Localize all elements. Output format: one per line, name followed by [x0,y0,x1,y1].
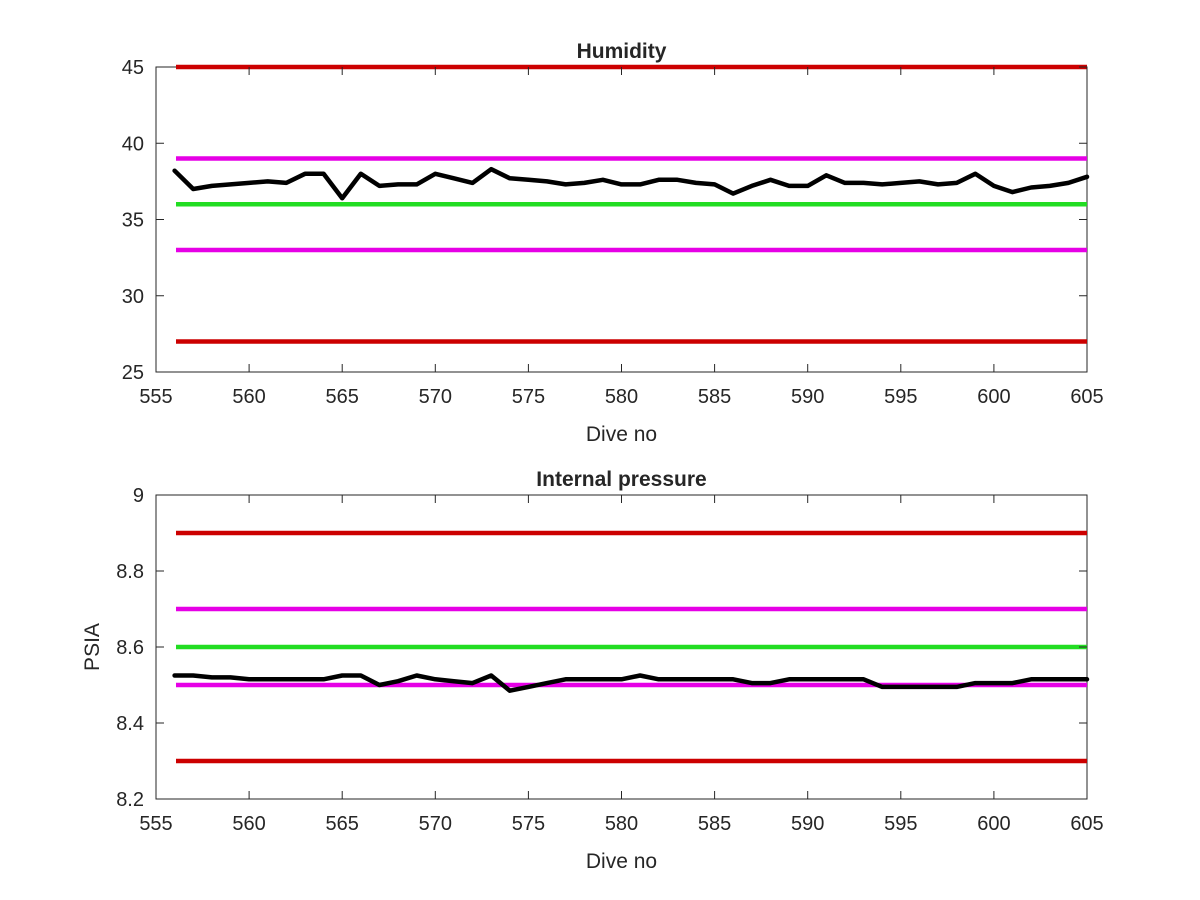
chart-1-y-tick-label-1: 30 [122,286,144,308]
chart-1-x-tick-label-600: 600 [977,386,1010,408]
chart-2-x-tick-label-585: 585 [698,813,731,835]
chart-1-x-tick-label-605: 605 [1070,386,1103,408]
chart-2-x-tick-label-580: 580 [605,813,638,835]
chart-1-y-tick-label-3: 40 [122,133,144,155]
chart-1-y-tick-label-4: 45 [122,57,144,79]
chart-2-y-tick-label-4: 9 [133,485,144,507]
chart-2-y-tick-label-2: 8.6 [116,637,144,659]
chart-1-title: Humidity [577,40,667,63]
chart-1-x-tick-label-590: 590 [791,386,824,408]
chart-2-x-tick-label-565: 565 [326,813,359,835]
chart-1: 555 560 565 570 575 580 585 590 595 600 605 25 30 35 4… [122,40,1104,446]
chart-1-x-tick-label-580: 580 [605,386,638,408]
chart-2-y-tick-label-1: 8.4 [116,713,144,735]
chart-1-x-tick-label-570: 570 [419,386,452,408]
chart-1-x-tick-label-585: 585 [698,386,731,408]
chart-2-title: Internal pressure [536,468,706,491]
chart-1-plot-area [155,66,1088,373]
chart-2-series-line-1 [172,673,1090,693]
chart-1-x-tick-label-575: 575 [512,386,545,408]
chart-1-x-tick-label-555: 555 [139,386,172,408]
chart-1-x-tick-label-595: 595 [884,386,917,408]
chart-1-x-tick-label-560: 560 [232,386,265,408]
chart-2-x-tick-label-605: 605 [1070,813,1103,835]
chart-1-x-axis-label: Dive no [586,423,657,446]
chart-2-y-tick-label-0: 8.2 [116,789,144,811]
chart-2-x-tick-label-595: 595 [884,813,917,835]
chart-2-y-axis-label: PSIA [81,623,104,671]
chart-2-x-tick-label-600: 600 [977,813,1010,835]
chart-1-y-tick-label-2: 35 [122,210,144,232]
chart-1-series-line-1 [172,166,1090,201]
chart-1-x-tick-label-565: 565 [326,386,359,408]
chart-2-x-tick-label-590: 590 [791,813,824,835]
chart-2-x-tick-label-560: 560 [232,813,265,835]
chart-2-y-tick-label-3: 8.8 [116,561,144,583]
chart-1-y-tick-label-0: 25 [122,362,144,384]
chart-2-x-tick-label-575: 575 [512,813,545,835]
chart-2-x-tick-label-555: 555 [139,813,172,835]
chart-2-x-tick-label-570: 570 [419,813,452,835]
chart-2-x-axis-label: Dive no [586,850,657,873]
chart-2: 555 560 565 570 575 580 585 590 595 600 605 8.2 8.4 8… [81,468,1104,873]
